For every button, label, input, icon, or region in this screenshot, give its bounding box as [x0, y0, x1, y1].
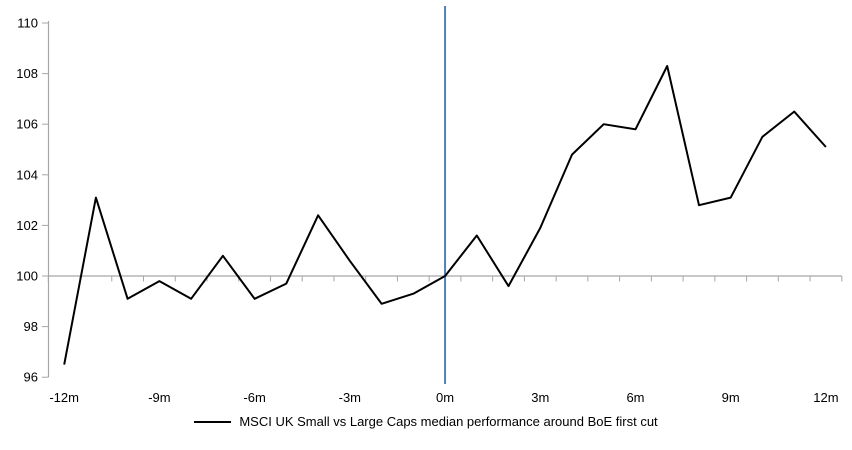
x-tick-label: -6m	[243, 390, 265, 405]
chart-legend: MSCI UK Small vs Large Caps median perfo…	[0, 414, 852, 429]
x-tick-label: 9m	[722, 390, 740, 405]
legend-label: MSCI UK Small vs Large Caps median perfo…	[239, 414, 658, 429]
x-tick-label: 3m	[531, 390, 549, 405]
x-tick-label: 0m	[436, 390, 454, 405]
y-tick-label: 96	[24, 370, 38, 385]
y-tick-label: 110	[17, 16, 38, 31]
y-tick-label: 98	[24, 319, 38, 334]
y-tick-label: 106	[16, 117, 38, 132]
line-chart-plot: 96 98 100 102 104 106 108 110 -12m -9m -6m -3m 0m 3m 6…	[16, 6, 843, 405]
y-tick-label: 108	[16, 66, 38, 81]
y-tick-label: 102	[16, 218, 38, 233]
x-tick-label: 12m	[813, 390, 838, 405]
legend-line-marker	[194, 420, 232, 423]
x-tick-label: -9m	[148, 390, 170, 405]
x-tick-label: -3m	[339, 390, 361, 405]
x-tick-label: -12m	[49, 390, 79, 405]
y-axis: 96 98 100 102 104 106 108 110	[16, 16, 50, 385]
series-line	[63, 65, 827, 365]
y-tick-label: 100	[16, 269, 38, 284]
x-tick-label: 6m	[626, 390, 644, 405]
y-tick-label: 104	[16, 167, 38, 182]
x-axis-labels: -12m -9m -6m -3m 0m 3m 6m 9m 12m	[49, 390, 838, 405]
